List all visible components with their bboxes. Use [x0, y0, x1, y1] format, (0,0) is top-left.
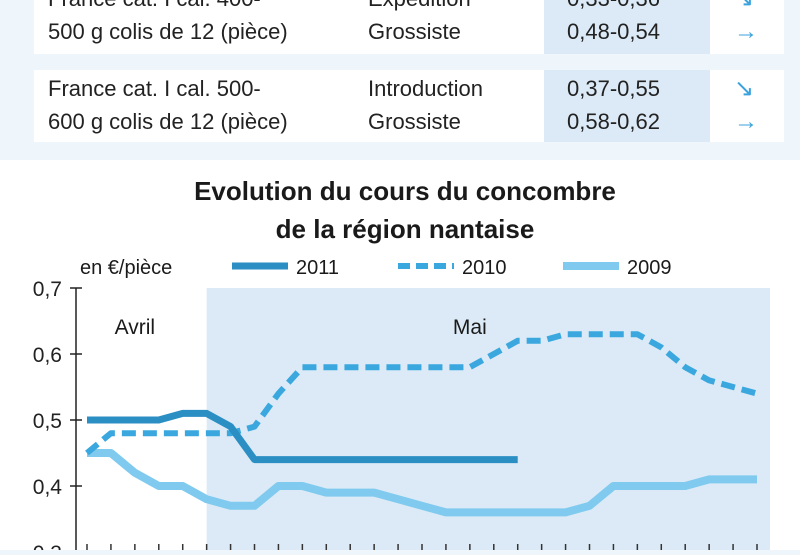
legend-label-2011: 2011: [296, 257, 339, 279]
product-line-2: 600 g colis de 12 (pièce): [48, 109, 288, 134]
unit-label: en €/pièce: [80, 257, 172, 279]
y-tick-label: 0,6: [33, 344, 62, 367]
y-tick-label: 0,3: [33, 542, 62, 550]
y-tick-label: 0,5: [33, 410, 62, 433]
chart-title-line-1: Evolution du cours du concombre: [194, 176, 616, 206]
plot-area: 0,3 0,4 0,5 0,6 0,7 Avril Mai: [33, 278, 771, 555]
price-table: France cat. I cal. 400- 500 g colis de 1…: [0, 0, 800, 160]
month-label: Mai: [453, 316, 487, 339]
table-row: France cat. I cal. 500- 600 g colis de 1…: [34, 70, 784, 142]
chart-title-line-2: de la région nantaise: [276, 214, 535, 244]
price-2: 0,48-0,54: [567, 19, 660, 44]
price-1: 0,33-0,36: [567, 0, 660, 15]
month-label: Avril: [115, 316, 155, 339]
chart-legend: 2011 2010 2009: [232, 257, 672, 279]
product-line-1: France cat. I cal. 400-: [48, 0, 261, 15]
stage-2: Grossiste: [368, 19, 461, 44]
y-tick-label: 0,7: [33, 278, 62, 301]
stage-1: Introduction: [368, 76, 483, 101]
price-1: 0,37-0,55: [567, 76, 660, 101]
trend-stable-icon: →: [734, 108, 758, 135]
trend-down-icon: ↘: [734, 75, 755, 102]
line-chart-svg: Evolution du cours du concombre de la ré…: [33, 176, 771, 555]
series-line-2009: [87, 449, 757, 517]
product-line-1: France cat. I cal. 500-: [48, 76, 261, 101]
legend-label-2010: 2010: [462, 257, 507, 279]
series-line-2010: [85, 331, 758, 456]
y-tick-label: 0,4: [33, 476, 63, 499]
price-2: 0,58-0,62: [567, 109, 660, 134]
price-chart: Evolution du cours du concombre de la ré…: [0, 160, 800, 555]
stage-2: Grossiste: [368, 109, 461, 134]
table-row: France cat. I cal. 400- 500 g colis de 1…: [34, 0, 784, 54]
product-line-2: 500 g colis de 12 (pièce): [48, 19, 288, 44]
trend-stable-icon: →: [734, 18, 758, 45]
legend-label-2009: 2009: [627, 257, 672, 279]
stage-1: Expédition: [368, 0, 471, 15]
series-line-2011: [87, 409, 518, 464]
trend-down-icon: ↘: [734, 0, 754, 15]
